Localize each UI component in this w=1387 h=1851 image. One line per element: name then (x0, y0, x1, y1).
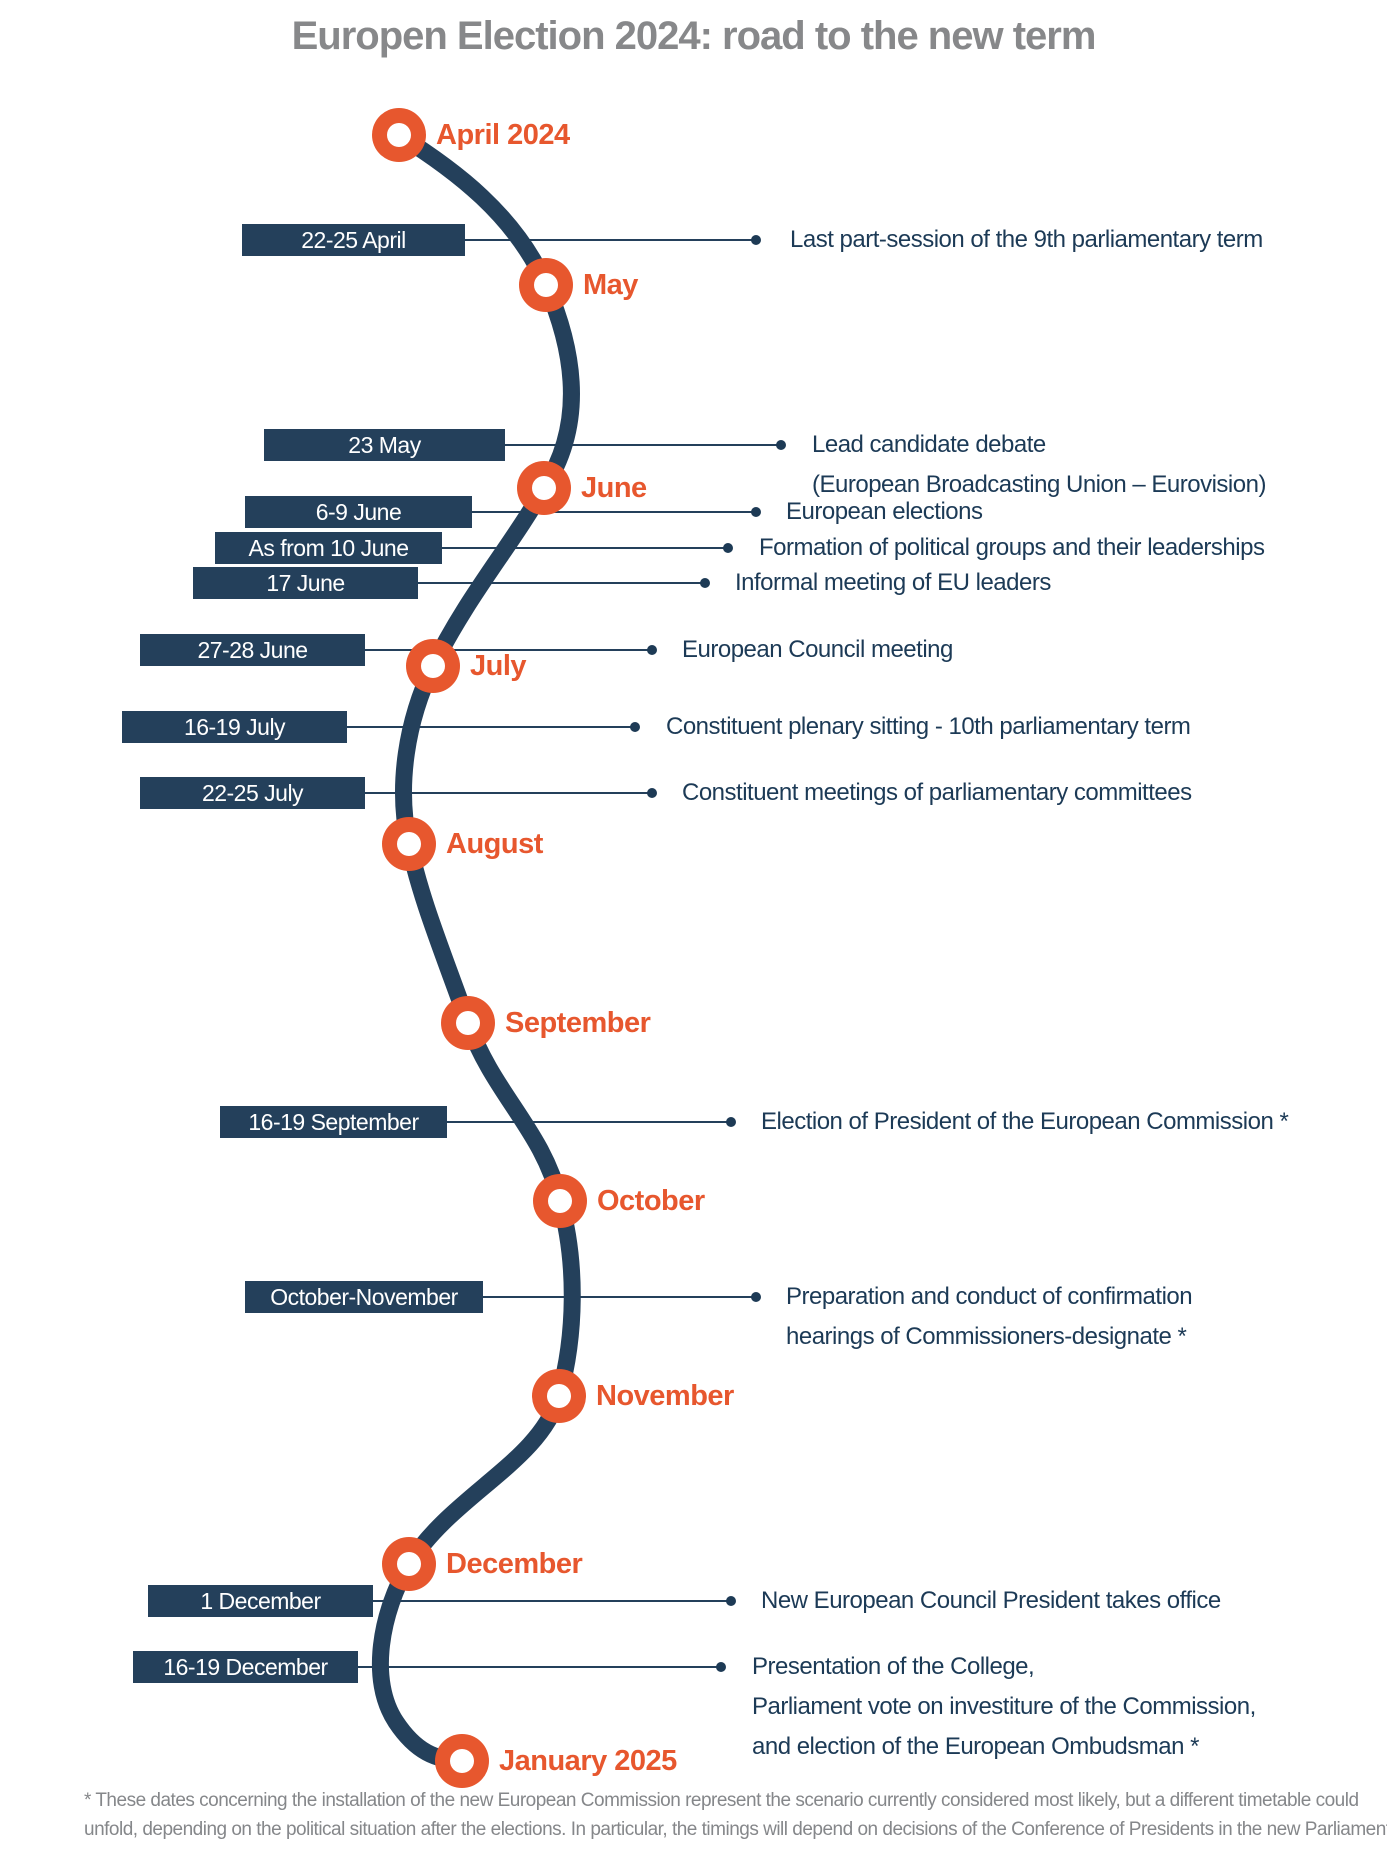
event-bullet-icon (776, 440, 786, 450)
event-description: Formation of political groups and their … (759, 534, 1265, 561)
event-description: Constituent plenary sitting - 10th parli… (666, 713, 1191, 740)
footnote: * These dates concerning the installatio… (84, 1786, 1387, 1844)
event-bullet-icon (751, 1292, 761, 1302)
event-description: Last part-session of the 9th parliamenta… (790, 226, 1263, 253)
connector-line (463, 239, 756, 241)
event-description: Constituent meetings of parliamentary co… (682, 779, 1192, 806)
page-title: Europen Election 2024: road to the new t… (291, 14, 1097, 58)
month-label: September (505, 1007, 651, 1039)
event-row-september: 16-19 September Election of President of… (0, 1106, 1387, 1138)
month-node-june: June (517, 461, 647, 515)
event-description: Presentation of the College, Parliament … (752, 1653, 1256, 1760)
event-description: New European Council President takes off… (761, 1587, 1221, 1614)
event-bullet-icon (647, 645, 657, 655)
event-description: Informal meeting of EU leaders (735, 569, 1051, 596)
event-row-june-informal: 17 June Informal meeting of EU leaders (0, 567, 1387, 599)
date-badge: 1 December (148, 1585, 373, 1617)
event-row-april: 22-25 April Last part-session of the 9th… (0, 224, 1387, 256)
date-badge: 22-25 July (140, 777, 365, 809)
event-row-june-council: 27-28 June European Council meeting (0, 634, 1387, 666)
month-label: April 2024 (436, 119, 570, 151)
event-description: European Council meeting (682, 636, 953, 663)
month-node-september: September (441, 996, 651, 1050)
connector-line (470, 511, 756, 513)
date-badge: October-November (245, 1281, 483, 1313)
event-bullet-icon (751, 507, 761, 517)
footnote-line-2: unfold, depending on the political situa… (84, 1819, 1387, 1840)
connector-line (371, 1600, 731, 1602)
month-node-january: January 2025 (435, 1734, 677, 1788)
date-badge: 22-25 April (242, 224, 465, 256)
event-bullet-icon (647, 788, 657, 798)
event-row-july-plenary: 16-19 July Constituent plenary sitting -… (0, 711, 1387, 743)
month-label: June (581, 472, 647, 504)
connector-line (345, 726, 635, 728)
month-node-october: October (533, 1174, 705, 1228)
connector-line (481, 1296, 756, 1298)
month-node-november: November (532, 1369, 734, 1423)
event-row-june-groups: As from 10 June Formation of political g… (0, 532, 1387, 564)
connector-line (503, 444, 781, 446)
event-bullet-icon (716, 1662, 726, 1672)
month-label: January 2025 (499, 1745, 677, 1777)
event-bullet-icon (751, 235, 761, 245)
event-bullet-icon (726, 1596, 736, 1606)
event-row-may: 23 May Lead candidate debate (European B… (0, 429, 1387, 498)
date-badge: 27-28 June (140, 634, 365, 666)
event-bullet-icon (700, 578, 710, 588)
month-node-may: May (519, 258, 638, 312)
month-label: December (446, 1548, 583, 1580)
event-bullet-icon (630, 722, 640, 732)
connector-line (356, 1666, 721, 1668)
month-label: July (470, 650, 527, 682)
month-label: May (583, 269, 638, 301)
event-description: Election of President of the European Co… (761, 1108, 1289, 1135)
month-node-july: July (406, 639, 527, 693)
date-badge: 23 May (264, 429, 505, 461)
event-bullet-icon (726, 1117, 736, 1127)
month-label: October (597, 1185, 705, 1217)
date-badge: 6-9 June (245, 496, 472, 528)
connector-line (363, 792, 652, 794)
event-bullet-icon (723, 543, 733, 553)
event-row-october-november: October-November Preparation and conduct… (0, 1281, 1387, 1350)
footnote-line-1: * These dates concerning the installatio… (84, 1790, 1359, 1811)
month-node-april: April 2024 (372, 108, 570, 162)
date-badge: As from 10 June (215, 532, 442, 564)
date-badge: 17 June (193, 567, 418, 599)
date-badge: 16-19 July (122, 711, 347, 743)
event-description: European elections (786, 498, 983, 525)
date-badge: 16-19 December (133, 1651, 358, 1683)
event-row-december-college: 16-19 December Presentation of the Colle… (0, 1651, 1387, 1760)
month-label: August (446, 828, 543, 860)
date-badge: 16-19 September (220, 1106, 447, 1138)
event-description: Lead candidate debate (European Broadcas… (812, 431, 1266, 498)
event-row-december-council: 1 December New European Council Presiden… (0, 1585, 1387, 1617)
connector-line (416, 582, 705, 584)
event-description: Preparation and conduct of confirmation … (786, 1283, 1193, 1350)
event-row-july-committees: 22-25 July Constituent meetings of parli… (0, 777, 1387, 809)
month-label: November (596, 1380, 734, 1412)
month-node-august: August (382, 817, 543, 871)
connector-line (445, 1121, 731, 1123)
month-node-december: December (382, 1537, 583, 1591)
connector-line (440, 547, 728, 549)
